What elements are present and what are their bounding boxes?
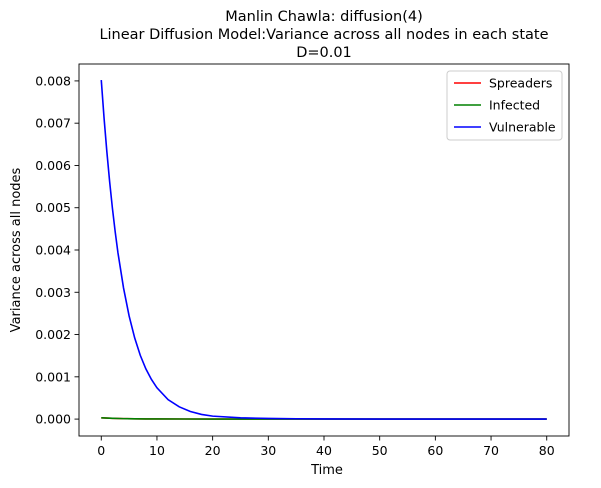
y-tick-label: 0.005 [35,200,71,215]
y-tick-label: 0.007 [35,116,71,131]
x-tick-label: 30 [260,443,276,458]
legend-box [446,70,563,141]
x-tick-label: 10 [149,443,165,458]
y-tick-label: 0.008 [35,73,71,88]
chart-title: Manlin Chawla: diffusion(4) Linear Diffu… [99,9,548,61]
y-axis-label: Variance across all nodes [9,167,24,332]
x-tick-label: 80 [539,443,555,458]
legend: Spreaders Infected Vulnerable [446,70,563,141]
x-tick-label: 0 [97,443,105,458]
y-tick-label: 0.003 [35,285,71,300]
x-axis-ticks: 0 10 20 30 40 50 60 70 80 [97,436,555,458]
title-line-1: Manlin Chawla: diffusion(4) [225,9,423,25]
title-line-3: D=0.01 [296,45,352,61]
y-tick-label: 0.001 [35,369,71,384]
x-axis-label: Time [310,463,343,478]
legend-label-spreaders: Spreaders [489,76,552,91]
x-tick-label: 50 [372,443,388,458]
legend-items: Spreaders Infected Vulnerable [454,76,556,135]
y-tick-label: 0.002 [35,327,71,342]
series-line-vulnerable [100,80,547,420]
y-tick-label: 0.006 [35,158,71,173]
x-tick-label: 60 [427,443,443,458]
x-tick-label: 70 [483,443,499,458]
legend-label-vulnerable: Vulnerable [489,120,556,135]
x-tick-label: 40 [316,443,332,458]
series-lines [100,80,547,420]
x-tick-label: 20 [205,443,221,458]
y-axis-ticks: 0.000 0.001 0.002 0.003 0.004 0.005 0.006 0.007… [35,73,79,427]
title-line-2: Linear Diffusion Model:Variance across a… [99,27,548,43]
legend-label-infected: Infected [489,98,540,113]
y-tick-label: 0.000 [35,412,71,427]
y-tick-label: 0.004 [35,243,71,258]
